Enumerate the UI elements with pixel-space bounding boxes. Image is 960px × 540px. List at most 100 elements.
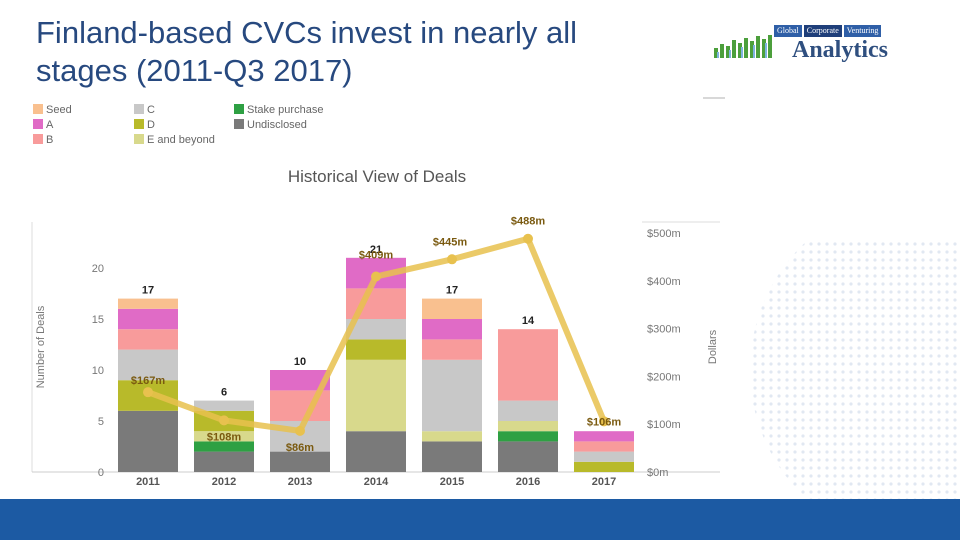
dollar-point-2016 [523, 233, 533, 244]
legend-label-a: A [46, 119, 54, 131]
right-tick-0: $0m [647, 467, 668, 479]
dollar-point-2015 [447, 254, 457, 265]
x-tick-2015: 2015 [440, 476, 464, 488]
bar-segment-2016-stake-purchase [498, 431, 558, 442]
legend-label-seed: Seed [46, 104, 72, 116]
bar-segment-2011-seed [118, 298, 178, 309]
right-tick-4: $400m [647, 276, 681, 288]
legend-swatch-d [134, 119, 144, 129]
legend-label-b: B [46, 134, 53, 146]
right-axis: $0m $100m $200m $300m $400m $500m Dollars [642, 221, 720, 479]
legend-swatch-b [33, 134, 43, 144]
bar-segment-2012-stake-purchase [194, 441, 254, 452]
right-tick-3: $300m [647, 324, 681, 336]
total-label-2014: 21 [370, 244, 382, 256]
dollar-label-2011: $167m [131, 375, 165, 387]
dollar-point-2011 [143, 387, 153, 398]
bar-segment-2012-undisclosed [194, 451, 254, 472]
bar-segment-2015-seed [422, 298, 482, 319]
right-tick-5: $500m [647, 228, 681, 240]
dollar-point-2017 [599, 416, 609, 427]
bar-segment-2013-a [270, 370, 330, 391]
dollar-label-2017: $106m [587, 416, 621, 428]
x-tick-2016: 2016 [516, 476, 540, 488]
dollar-point-2012 [219, 415, 229, 426]
total-label-2012: 6 [221, 387, 227, 399]
bar-segment-2017-d [574, 461, 634, 472]
legend-label-e-and-beyond: E and beyond [147, 134, 215, 146]
bar-segment-2015-e-and-beyond [422, 431, 482, 442]
bar-segment-2012-c [194, 400, 254, 411]
legend-swatch-seed [33, 104, 43, 114]
left-tick-0: 0 [98, 467, 104, 479]
chart-legend: Seed AB CD E and beyond Stake purchase Undisc… [33, 104, 323, 146]
logo-tag-venturing: Venturing [843, 25, 882, 37]
gcv-analytics-logo: Global Corporate Venturing Analytics [712, 20, 912, 68]
legend-label-stake-purchase: Stake purchase [247, 104, 323, 116]
bar-segment-2015-a [422, 319, 482, 340]
right-axis-label: Dollars [707, 329, 719, 364]
logo-divider [703, 97, 725, 99]
logo-bars-icon [714, 35, 772, 58]
total-label-2011: 17 [142, 285, 154, 297]
footer-bar [0, 499, 960, 540]
left-tick-15: 15 [92, 314, 104, 326]
bar-segment-2011-undisclosed [118, 410, 178, 472]
bar-segment-2015-b [422, 339, 482, 360]
bar-segment-2016-c [498, 400, 558, 421]
bar-segment-2017-c [574, 451, 634, 462]
logo-wordmark: Analytics [792, 37, 888, 63]
legend-swatch-c [134, 104, 144, 114]
dollar-label-2014: $409m [359, 249, 393, 261]
bar-segment-2016-b [498, 329, 558, 401]
dollar-label-2012: $108m [207, 431, 241, 443]
legend-label-d: D [147, 119, 155, 131]
legend-swatch-e-and-beyond [134, 134, 144, 144]
legend-swatch-stake-purchase [234, 104, 244, 114]
bar-segment-2013-undisclosed [270, 451, 330, 472]
legend-label-undisclosed: Undisclosed [247, 119, 307, 131]
x-axis: 2011 2012 2013 2014 2015 2016 2017 [136, 476, 616, 488]
legend-swatch-a [33, 119, 43, 129]
bar-segment-2012-e-and-beyond [194, 431, 254, 442]
x-tick-2011: 2011 [136, 476, 160, 488]
dollar-line [143, 233, 609, 436]
x-tick-2014: 2014 [364, 476, 389, 488]
bar-segment-2015-undisclosed [422, 441, 482, 472]
slide-title: Finland-based CVCs invest in nearly all … [36, 14, 676, 90]
x-tick-2017: 2017 [592, 476, 616, 488]
bar-stacks [118, 257, 634, 472]
bar-segment-2016-e-and-beyond [498, 421, 558, 432]
bar-segment-2011-c [118, 349, 178, 381]
bar-segment-2011-b [118, 329, 178, 350]
slide-title-line-2: stages (2011-Q3 2017) [36, 53, 353, 88]
bar-segment-2014-e-and-beyond [346, 359, 406, 432]
dollar-point-2013 [295, 425, 305, 436]
right-tick-2: $200m [647, 371, 681, 383]
bar-segment-2014-c [346, 319, 406, 340]
legend-swatch-undisclosed [234, 119, 244, 129]
slide-title-line-1: Finland-based CVCs invest in nearly all [36, 15, 578, 50]
bar-segment-2015-c [422, 359, 482, 432]
dollar-label-2016: $488m [511, 216, 545, 228]
bar-segment-2017-b [574, 441, 634, 452]
total-label-2013: 10 [294, 356, 306, 368]
left-axis-label: Number of Deals [35, 305, 47, 388]
left-tick-10: 10 [92, 365, 104, 377]
legend-label-c: C [147, 104, 155, 116]
bar-segment-2014-d [346, 339, 406, 360]
left-tick-20: 20 [92, 263, 104, 275]
dollar-label-2015: $445m [433, 236, 467, 248]
total-label-2016: 14 [522, 315, 535, 327]
logo-tags: Global Corporate Venturing [774, 25, 882, 37]
left-tick-5: 5 [98, 416, 104, 428]
dollar-labels: $167m $108m $86m $409m $445m $488m $106m [131, 216, 621, 454]
bar-segment-2014-undisclosed [346, 431, 406, 472]
chart-title: Historical View of Deals [288, 167, 466, 186]
total-label-2015: 17 [446, 285, 458, 297]
x-tick-2012: 2012 [212, 476, 236, 488]
logo-tag-global: Global [774, 25, 802, 37]
right-tick-1: $100m [647, 419, 681, 431]
logo-tag-corporate: Corporate [803, 25, 842, 37]
